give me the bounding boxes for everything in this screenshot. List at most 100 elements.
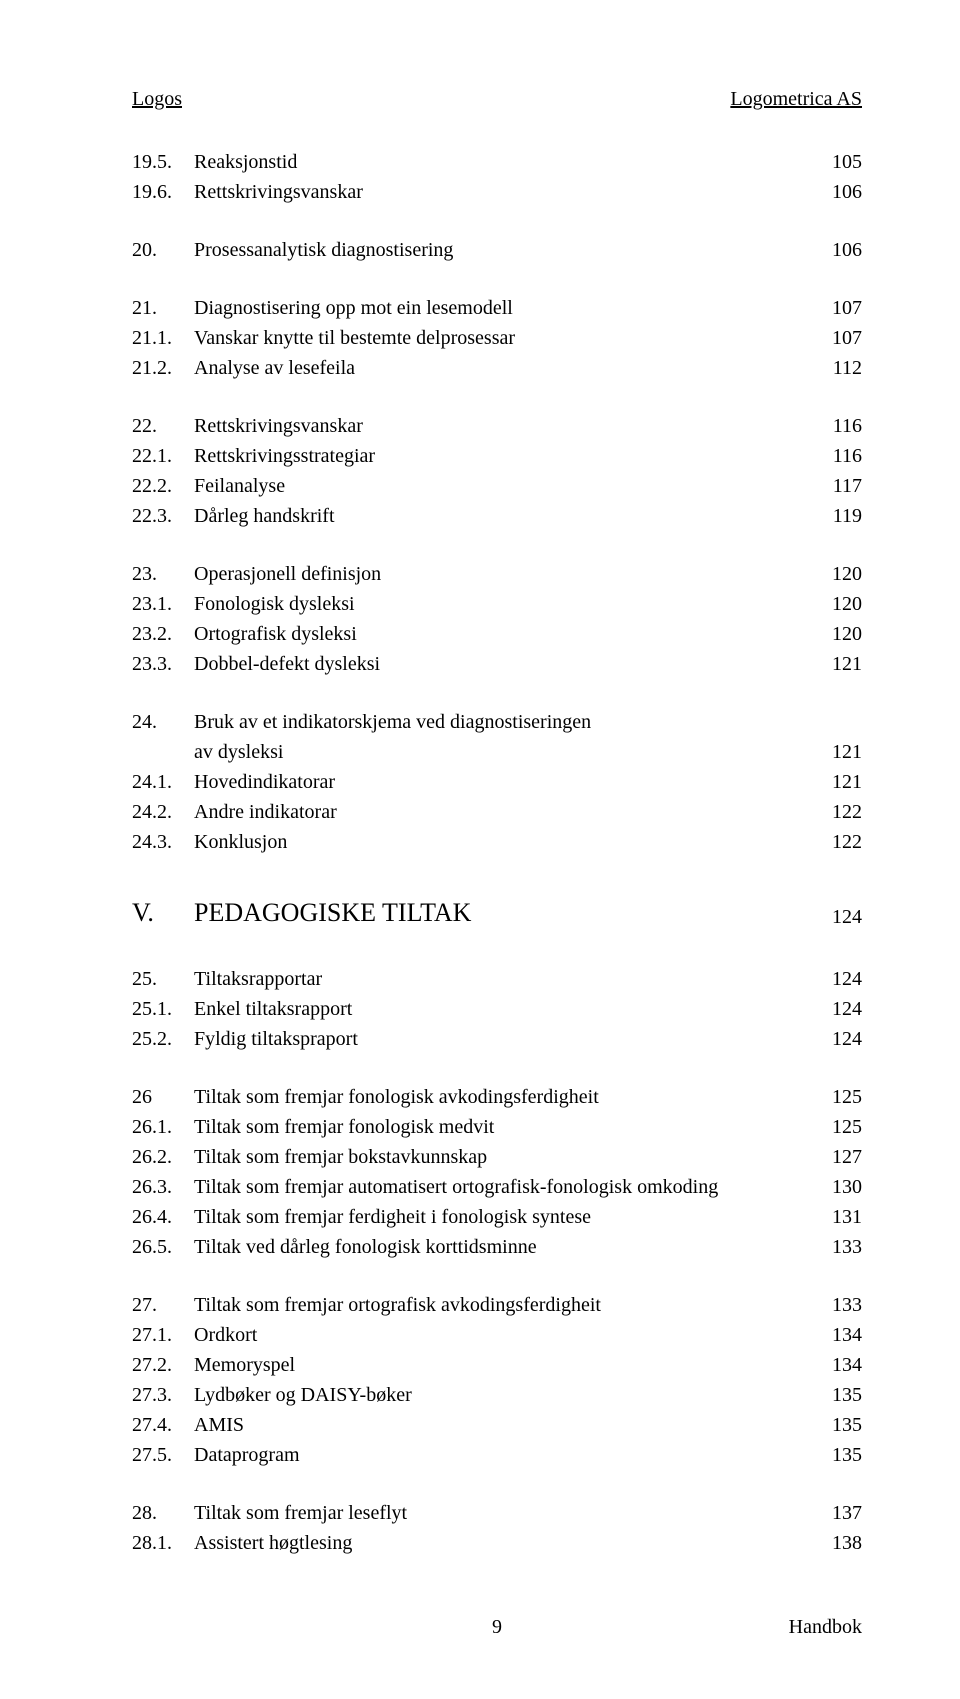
toc-page-number: 130 [822, 1172, 862, 1202]
toc-entry-number: 28.1. [132, 1528, 194, 1558]
toc-entry-number: 23.3. [132, 649, 194, 679]
toc-row: 20.Prosessanalytisk diagnostisering106 [132, 235, 862, 265]
toc-row: 26.1.Tiltak som fremjar fonologisk medvi… [132, 1112, 862, 1142]
toc-entry-label: Assistert høgtlesing [194, 1528, 352, 1558]
toc-row: 19.6.Rettskrivingsvanskar106 [132, 177, 862, 207]
toc-row: 27.2.Memoryspel 134 [132, 1350, 862, 1380]
toc-page-number: 116 [822, 441, 862, 471]
toc-row: 25.1.Enkel tiltaksrapport124 [132, 994, 862, 1024]
toc-section-heading: V.PEDAGOGISKE TILTAK124 [132, 893, 862, 932]
toc-entry-number: 27.2. [132, 1350, 194, 1380]
toc-entry-label: Rettskrivingsstrategiar [194, 441, 375, 471]
toc-page-number: 135 [822, 1440, 862, 1470]
toc-row: 24.Bruk av et indikatorskjema ved diagno… [132, 707, 862, 737]
toc-entry-number: 25.1. [132, 994, 194, 1024]
toc-entry-number: 24.1. [132, 767, 194, 797]
toc-row: 27.1.Ordkort 134 [132, 1320, 862, 1350]
footer-label: Handbok [772, 1616, 862, 1639]
page-header: Logos Logometrica AS [132, 88, 862, 111]
toc-entry-label: Konklusjon [194, 827, 287, 857]
toc-page-number: 120 [822, 619, 862, 649]
toc-row: 23.3.Dobbel-defekt dysleksi121 [132, 649, 862, 679]
toc-entry-label: Fyldig tiltakspraport [194, 1024, 358, 1054]
toc-entry-number: 24.2. [132, 797, 194, 827]
header-right: Logometrica AS [730, 88, 862, 111]
document-page: Logos Logometrica AS 19.5.Reaksjonstid10… [0, 0, 960, 1699]
toc-entry-label: Fonologisk dysleksi [194, 589, 355, 619]
toc-entry-number: 22.2. [132, 471, 194, 501]
toc-entry-number: 25. [132, 964, 194, 994]
toc-entry-label: Tiltak som fremjar leseflyt [194, 1498, 407, 1528]
toc-page-number: 120 [822, 559, 862, 589]
toc-entry-label: Reaksjonstid [194, 147, 297, 177]
toc-entry-label: Lydbøker og DAISY-bøker [194, 1380, 412, 1410]
toc-entry-label: Rettskrivingsvanskar [194, 411, 363, 441]
toc-row: 23.2.Ortografisk dysleksi 120 [132, 619, 862, 649]
toc-entry-label: Hovedindikatorar [194, 767, 335, 797]
toc-page-number: 107 [822, 293, 862, 323]
toc-entry-number: 27.1. [132, 1320, 194, 1350]
toc-entry-number: 23. [132, 559, 194, 589]
toc-page-number: 124 [822, 1024, 862, 1054]
toc-page-number: 133 [822, 1290, 862, 1320]
toc-page-number: 138 [822, 1528, 862, 1558]
toc-row: 23.1.Fonologisk dysleksi120 [132, 589, 862, 619]
toc-page-number: 124 [822, 964, 862, 994]
toc-entry-label: Ortografisk dysleksi [194, 619, 357, 649]
toc-row: 22.3.Dårleg handskrift119 [132, 501, 862, 531]
toc-roman-number: V. [132, 893, 194, 932]
toc-entry-number: 26.3. [132, 1172, 194, 1202]
toc-entry-label: Vanskar knytte til bestemte delprosessar [194, 323, 515, 353]
toc-row: 24.3.Konklusjon122 [132, 827, 862, 857]
toc-entry-label: Tiltak som fremjar ferdigheit i fonologi… [194, 1202, 591, 1232]
toc-row: 22.Rettskrivingsvanskar116 [132, 411, 862, 441]
toc-page-number: 134 [822, 1350, 862, 1380]
toc-entry-label: Rettskrivingsvanskar [194, 177, 363, 207]
toc-page-number: 137 [822, 1498, 862, 1528]
toc-row: 21.Diagnostisering opp mot ein lesemodel… [132, 293, 862, 323]
toc-row: 25.2.Fyldig tiltakspraport124 [132, 1024, 862, 1054]
toc-page-number: 134 [822, 1320, 862, 1350]
toc-entry-number: 21.2. [132, 353, 194, 383]
toc-entry-number: 22.1. [132, 441, 194, 471]
toc-page-number: 112 [822, 353, 862, 383]
toc-entry-label: av dysleksi [194, 737, 283, 767]
page-footer: 9 Handbok [132, 1616, 862, 1639]
toc-entry-label: Analyse av lesefeila [194, 353, 355, 383]
toc-row: 27.4.AMIS135 [132, 1410, 862, 1440]
toc-entry-number: 26 [132, 1082, 194, 1112]
toc-entry-label: Tiltak som fremjar fonologisk avkodingsf… [194, 1082, 599, 1112]
toc-page-number: 121 [822, 737, 862, 767]
toc-row: 22.1.Rettskrivingsstrategiar 116 [132, 441, 862, 471]
toc-entry-label: Tiltak som fremjar automatisert ortograf… [194, 1172, 718, 1202]
toc-row: 27.3.Lydbøker og DAISY-bøker135 [132, 1380, 862, 1410]
toc-entry-label: Operasjonell definisjon [194, 559, 381, 589]
toc-entry-label: Tiltaksrapportar [194, 964, 322, 994]
toc-row: 24.2.Andre indikatorar122 [132, 797, 862, 827]
toc-entry-label: Memoryspel [194, 1350, 295, 1380]
toc-entry-number: 26.2. [132, 1142, 194, 1172]
toc-row: 26.3.Tiltak som fremjar automatisert ort… [132, 1172, 862, 1202]
toc-entry-label: Feilanalyse [194, 471, 285, 501]
toc-entry-number: 22.3. [132, 501, 194, 531]
toc-entry-number: 27.5. [132, 1440, 194, 1470]
toc-page-number: 121 [822, 767, 862, 797]
toc-entry-number: 23.2. [132, 619, 194, 649]
toc-page-number: 116 [822, 411, 862, 441]
toc-entry-number: 21.1. [132, 323, 194, 353]
toc-page-number: 133 [822, 1232, 862, 1262]
toc-entry-label: Andre indikatorar [194, 797, 337, 827]
toc-row: 28.Tiltak som fremjar leseflyt137 [132, 1498, 862, 1528]
toc-entry-label: Ordkort [194, 1320, 257, 1350]
toc-entry-label: Prosessanalytisk diagnostisering [194, 235, 453, 265]
toc-page-number: 124 [822, 902, 862, 932]
toc-row: 21.2.Analyse av lesefeila 112 [132, 353, 862, 383]
toc-page-number: 121 [822, 649, 862, 679]
toc-page-number: 131 [822, 1202, 862, 1232]
toc-entry-number: 26.4. [132, 1202, 194, 1232]
toc-row: 24.1.Hovedindikatorar 121 [132, 767, 862, 797]
toc-entry-label: Diagnostisering opp mot ein lesemodell [194, 293, 513, 323]
toc-row: av dysleksi 121 [132, 737, 862, 767]
toc-row: 26Tiltak som fremjar fonologisk avkoding… [132, 1082, 862, 1112]
toc-page-number: 125 [822, 1112, 862, 1142]
